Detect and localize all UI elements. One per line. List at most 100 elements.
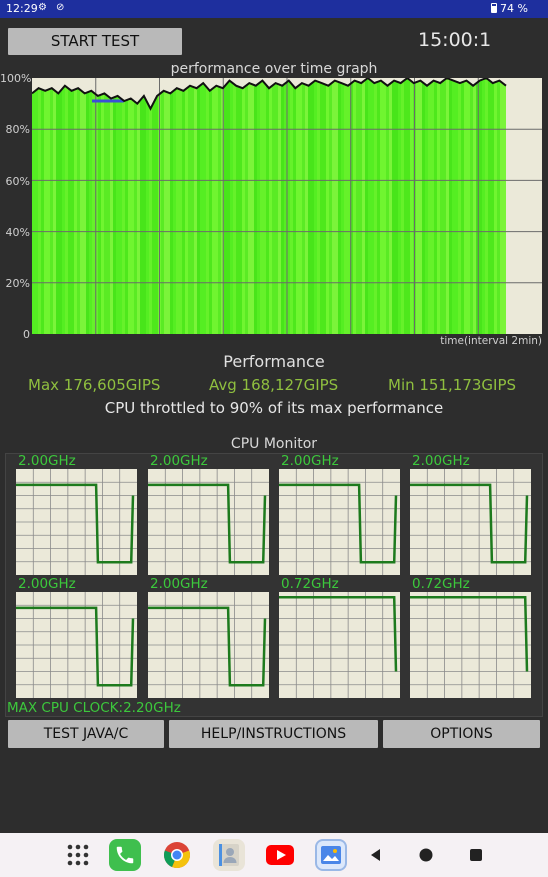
status-bar: 12:29 ⚙ ⊘ 74 % [0, 0, 548, 18]
graph-fill-stripe [200, 78, 203, 334]
cpu-core-trace [279, 483, 398, 564]
graph-fill-stripe [293, 78, 296, 334]
status-time: 12:29 [6, 2, 38, 15]
graph-fill-stripe [197, 78, 200, 334]
graph-fill-stripe [347, 78, 350, 334]
graph-fill-stripe [308, 78, 311, 334]
cpu-core-frequency: 2.00GHz [150, 576, 208, 592]
graph-fill-stripe [176, 78, 179, 334]
graph-fill-stripe [371, 78, 374, 334]
y-tick-80: 80% [5, 123, 30, 136]
graph-fill-stripe [32, 78, 35, 334]
graph-fill-stripe [503, 78, 506, 334]
graph-fill-stripe [209, 78, 212, 334]
graph-fill-stripe [425, 78, 428, 334]
graph-fill-stripe [131, 78, 134, 334]
graph-fill-stripe [179, 78, 182, 334]
graph-fill-stripe [182, 78, 185, 334]
graph-fill-stripe [302, 78, 305, 334]
graph-fill-stripe [401, 78, 404, 334]
help-instructions-button[interactable]: HELP/INSTRUCTIONS [169, 720, 378, 748]
graph-fill-stripe [359, 78, 362, 334]
options-button[interactable]: OPTIONS [383, 720, 540, 748]
graph-fill-stripe [122, 78, 125, 334]
cpu-core-graph [279, 469, 400, 575]
navigation-bar [0, 833, 548, 877]
phone-icon[interactable] [109, 839, 141, 871]
graph-fill-stripe [119, 78, 122, 334]
graph-fill-stripe [50, 78, 53, 334]
graph-fill-stripe [485, 78, 488, 334]
graph-fill-stripe [95, 78, 98, 334]
graph-fill-stripe [59, 78, 62, 334]
cpu-core-graph-svg [410, 592, 531, 698]
cpu-core-graph [16, 469, 137, 575]
test-java-c-button[interactable]: TEST JAVA/C [8, 720, 164, 748]
graph-fill-stripe [164, 78, 167, 334]
cpu-core-frequency: 2.00GHz [18, 453, 76, 469]
graph-fill-stripe [107, 78, 110, 334]
graph-fill-stripe [389, 78, 392, 334]
battery-indicator: 74 % [491, 2, 528, 15]
graph-fill-stripe [116, 78, 119, 334]
back-icon[interactable] [360, 839, 392, 871]
graph-fill-stripe [323, 78, 326, 334]
graph-fill-stripe [104, 78, 107, 334]
graph-fill-stripe [80, 78, 83, 334]
graph-fill-stripe [320, 78, 323, 334]
graph-fill-stripe [143, 78, 146, 334]
graph-fill-stripe [461, 78, 464, 334]
graph-fill-stripe [500, 78, 503, 334]
graph-fill-stripe [443, 78, 446, 334]
graph-fill-stripe [305, 78, 308, 334]
graph-fill-stripe [296, 78, 299, 334]
graph-fill-stripe [212, 78, 215, 334]
start-test-button[interactable]: START TEST [8, 28, 182, 55]
graph-fill-stripe [428, 78, 431, 334]
cpu-core-frequency: 2.00GHz [18, 576, 76, 592]
graph-fill-stripe [140, 78, 143, 334]
graph-fill-stripe [266, 78, 269, 334]
performance-graph [32, 78, 542, 334]
graph-fill-stripe [269, 78, 272, 334]
cpu-core-graph-svg [148, 592, 269, 698]
gallery-icon[interactable] [315, 839, 347, 871]
y-tick-60: 60% [5, 175, 30, 188]
graph-fill-stripe [173, 78, 176, 334]
youtube-icon[interactable] [264, 839, 296, 871]
graph-fill-stripe [56, 78, 59, 334]
graph-fill-stripe [170, 78, 173, 334]
contacts-icon[interactable] [213, 839, 245, 871]
cpu-core-graph [410, 592, 531, 698]
graph-fill-stripe [38, 78, 41, 334]
graph-fill-stripe [230, 78, 233, 334]
home-icon[interactable] [410, 839, 442, 871]
graph-fill-stripe [98, 78, 101, 334]
apps-grid-icon[interactable] [62, 839, 94, 871]
cpu-core-graph-svg [279, 592, 400, 698]
graph-fill-stripe [473, 78, 476, 334]
graph-fill-stripe [155, 78, 158, 334]
recents-icon[interactable] [460, 839, 492, 871]
cpu-core-graph-svg [279, 469, 400, 575]
graph-fill-stripe [419, 78, 422, 334]
chrome-icon[interactable] [161, 839, 193, 871]
graph-fill-stripe [356, 78, 359, 334]
graph-fill-stripe [299, 78, 302, 334]
graph-fill-stripe [206, 78, 209, 334]
graph-fill-stripe [353, 78, 356, 334]
graph-fill-stripe [377, 78, 380, 334]
graph-fill-stripe [263, 78, 266, 334]
y-tick-100: 100% [0, 72, 32, 85]
graph-fill-stripe [110, 78, 113, 334]
graph-fill-stripe [113, 78, 116, 334]
graph-fill-stripe [476, 78, 479, 334]
graph-fill-stripe [47, 78, 50, 334]
graph-fill-stripe [479, 78, 482, 334]
graph-fill-stripe [227, 78, 230, 334]
max-performance: Max 176,605GIPS [28, 376, 161, 394]
cpu-core-trace [410, 596, 529, 672]
graph-fill-stripe [233, 78, 236, 334]
graph-fill-stripe [494, 78, 497, 334]
graph-fill-stripe [284, 78, 287, 334]
